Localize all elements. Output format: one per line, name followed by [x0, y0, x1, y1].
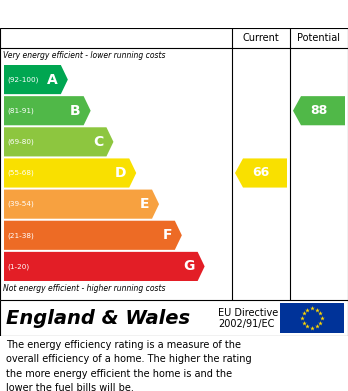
Bar — [280, 303, 344, 333]
Text: (55-68): (55-68) — [7, 170, 34, 176]
Text: G: G — [183, 260, 195, 273]
Text: Not energy efficient - higher running costs: Not energy efficient - higher running co… — [3, 284, 166, 293]
Text: (81-91): (81-91) — [7, 108, 34, 114]
Text: B: B — [70, 104, 81, 118]
Text: (69-80): (69-80) — [7, 138, 34, 145]
Polygon shape — [4, 190, 159, 219]
Text: E: E — [140, 197, 149, 211]
Polygon shape — [4, 221, 182, 250]
Text: Energy Efficiency Rating: Energy Efficiency Rating — [10, 7, 220, 22]
Text: England & Wales: England & Wales — [6, 308, 190, 328]
Text: (21-38): (21-38) — [7, 232, 34, 239]
Polygon shape — [4, 96, 90, 125]
Text: EU Directive: EU Directive — [218, 308, 278, 317]
Text: 88: 88 — [310, 104, 327, 117]
Polygon shape — [4, 65, 68, 94]
Text: The energy efficiency rating is a measure of the
overall efficiency of a home. T: The energy efficiency rating is a measur… — [6, 340, 252, 391]
Text: 2002/91/EC: 2002/91/EC — [218, 319, 274, 330]
Text: (1-20): (1-20) — [7, 263, 29, 270]
Text: C: C — [93, 135, 103, 149]
Text: D: D — [115, 166, 126, 180]
Text: A: A — [47, 73, 58, 86]
Polygon shape — [4, 158, 136, 188]
Polygon shape — [293, 96, 345, 125]
Polygon shape — [4, 127, 113, 156]
Polygon shape — [235, 158, 287, 188]
Text: F: F — [162, 228, 172, 242]
Polygon shape — [4, 252, 205, 281]
Text: Current: Current — [243, 33, 279, 43]
Text: Potential: Potential — [298, 33, 340, 43]
Text: 66: 66 — [252, 167, 270, 179]
Text: (39-54): (39-54) — [7, 201, 34, 207]
Text: (92-100): (92-100) — [7, 76, 38, 83]
Text: Very energy efficient - lower running costs: Very energy efficient - lower running co… — [3, 51, 166, 60]
